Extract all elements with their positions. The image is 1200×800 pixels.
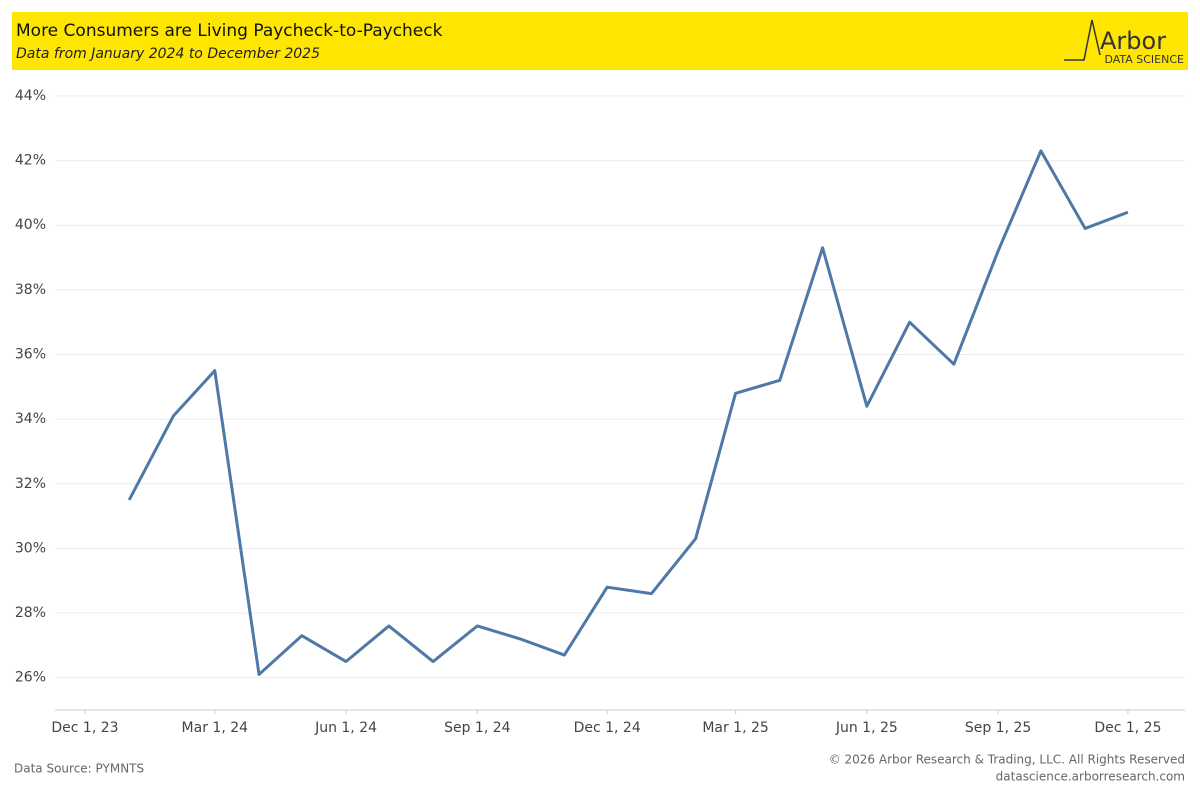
y-tick-label: 36% xyxy=(15,346,46,362)
x-tick-label: Sep 1, 24 xyxy=(444,720,511,736)
y-tick-label: 26% xyxy=(15,670,46,686)
data-line xyxy=(127,149,1129,676)
y-tick-label: 28% xyxy=(15,605,46,621)
x-tick-label: Mar 1, 24 xyxy=(182,720,249,736)
y-tick-label: 40% xyxy=(15,217,46,233)
logo-name: Arbor xyxy=(1100,27,1166,55)
y-tick-label: 44% xyxy=(15,88,46,104)
y-tick-label: 30% xyxy=(15,540,46,556)
logo-tagline: DATA SCIENCE xyxy=(1104,53,1184,66)
x-tick-label: Sep 1, 25 xyxy=(965,720,1031,736)
x-tick-label: Dec 1, 24 xyxy=(574,720,641,736)
x-tick-label: Jun 1, 25 xyxy=(835,720,898,736)
x-tick-label: Mar 1, 25 xyxy=(702,720,769,736)
x-tick-label: Dec 1, 25 xyxy=(1094,720,1161,736)
y-tick-label: 42% xyxy=(15,153,46,169)
header-band xyxy=(12,12,1188,70)
x-tick-label: Jun 1, 24 xyxy=(314,720,377,736)
y-tick-label: 34% xyxy=(15,411,46,427)
chart-title: More Consumers are Living Paycheck-to-Pa… xyxy=(16,21,443,41)
copyright: © 2026 Arbor Research & Trading, LLC. Al… xyxy=(829,753,1185,767)
website: datascience.arborresearch.com xyxy=(996,770,1185,784)
y-tick-label: 32% xyxy=(15,476,46,492)
logo-mark xyxy=(1064,19,1101,61)
chart-subtitle: Data from January 2024 to December 2025 xyxy=(16,46,320,62)
source: Data Source: PYMNTS xyxy=(14,762,144,776)
y-tick-label: 38% xyxy=(15,282,46,298)
x-tick-label: Dec 1, 23 xyxy=(51,720,118,736)
